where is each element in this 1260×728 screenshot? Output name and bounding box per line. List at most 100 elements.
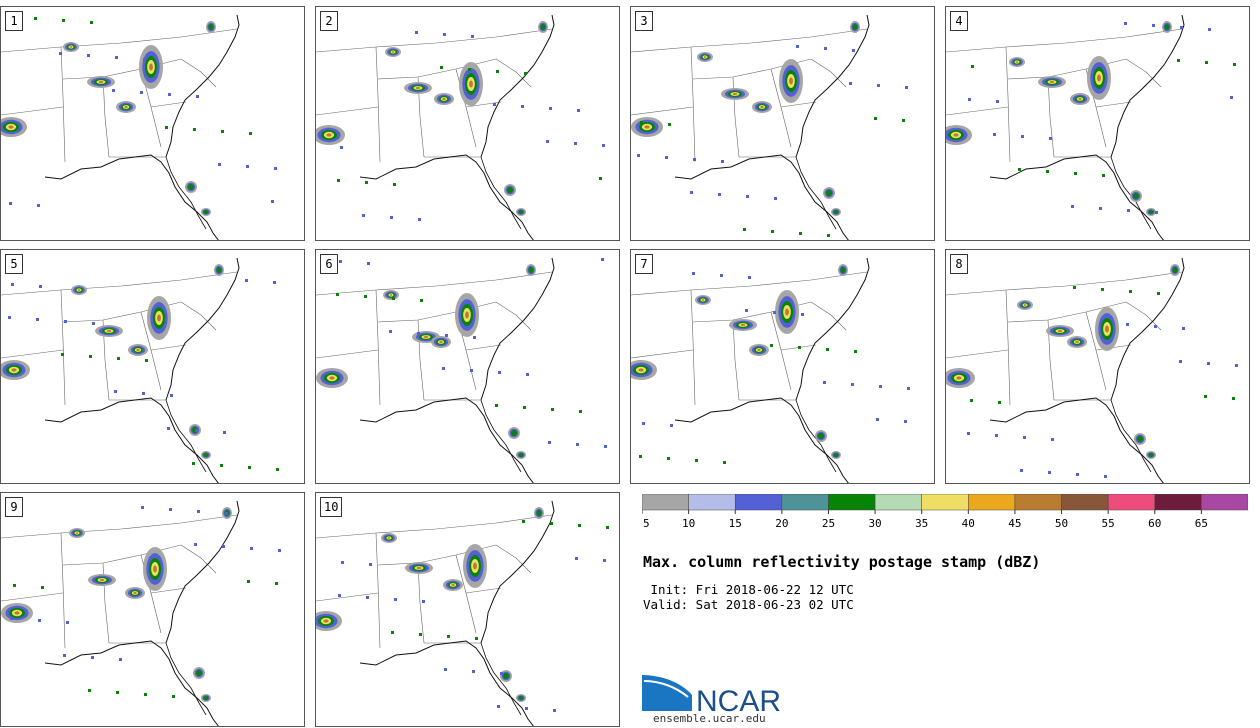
colorbar-tick-label: 15 (729, 517, 742, 530)
scattered-echo (1073, 286, 1076, 289)
scattered-echo (445, 334, 448, 337)
scattered-echo (497, 705, 500, 708)
scattered-echo (796, 45, 799, 48)
scattered-echo (220, 464, 223, 467)
state-border (732, 319, 740, 401)
reflectivity-45dbz (136, 349, 140, 351)
scattered-echo (774, 197, 777, 200)
state-border (150, 101, 187, 108)
scattered-echo (1048, 471, 1051, 474)
reflectivity-45dbz (157, 314, 161, 322)
state-border (946, 271, 1183, 296)
colorbar-tick-label: 60 (1148, 517, 1161, 530)
reflectivity-cell (749, 344, 769, 356)
scattered-echo (546, 140, 549, 143)
member-map (946, 257, 1238, 483)
scattered-echo (8, 316, 11, 319)
state-border (810, 58, 847, 88)
logo-swoosh (642, 675, 692, 711)
florida-coastline (165, 399, 207, 473)
scattered-echo (274, 167, 277, 170)
reflectivity-25dbz (518, 696, 524, 700)
state-border (60, 532, 66, 649)
scattered-echo (339, 260, 342, 263)
member-panel: 9 (0, 492, 305, 727)
scattered-echo (521, 105, 524, 108)
colorbar-segment (781, 494, 829, 511)
reflectivity-45dbz (416, 567, 422, 569)
reflectivity-cell (463, 544, 487, 588)
member-number-label: 1 (5, 11, 23, 31)
scattered-echo (852, 49, 855, 52)
scattered-echo (1157, 292, 1160, 295)
reflectivity-cell (534, 507, 544, 519)
state-border (60, 46, 66, 163)
reflectivity-25dbz (540, 24, 546, 30)
scattered-echo (824, 47, 827, 50)
scattered-echo (854, 350, 857, 353)
reflectivity-45dbz (387, 537, 391, 539)
scattered-echo (91, 656, 94, 659)
member-number-label: 9 (5, 497, 23, 517)
scattered-echo (444, 668, 447, 671)
scattered-echo (574, 142, 577, 145)
state-border (60, 289, 66, 406)
scattered-echo (849, 82, 852, 85)
reflectivity-25dbz (833, 210, 839, 214)
scattered-echo (1102, 174, 1105, 177)
reflectivity-cell (455, 293, 479, 337)
scattered-echo (391, 631, 394, 634)
state-border (1007, 301, 1127, 323)
scattered-echo (823, 381, 826, 384)
init-time: Init: Fri 2018-06-22 12 UTC (643, 582, 854, 597)
scattered-echo (470, 369, 473, 372)
reflectivity-cell (697, 52, 713, 62)
scattered-echo (365, 181, 368, 184)
florida-coastline (1110, 156, 1152, 230)
reflectivity-45dbz (391, 51, 395, 53)
scattered-echo (968, 98, 971, 101)
reflectivity-cell (214, 264, 224, 276)
scattered-echo (639, 455, 642, 458)
state-border (495, 544, 532, 574)
colorbar-segment (1014, 494, 1062, 511)
scattered-echo (275, 582, 278, 585)
scattered-echo (367, 262, 370, 265)
member-panel: 8 (945, 249, 1250, 484)
scattered-echo (36, 318, 39, 321)
member-panel: 2 (315, 6, 620, 241)
gulf-coastline (44, 640, 219, 726)
reflectivity-cell (1070, 93, 1090, 105)
scattered-echo (525, 707, 528, 710)
scattered-echo (422, 600, 425, 603)
scattered-echo (1018, 168, 1021, 171)
florida-coastline (480, 642, 522, 716)
state-border (631, 28, 868, 53)
scattered-echo (471, 35, 474, 38)
reflectivity-25dbz (518, 453, 524, 457)
reflectivity-cell (500, 670, 512, 682)
state-border (1, 514, 238, 539)
state-border (316, 271, 553, 296)
reflectivity-45dbz (124, 106, 128, 108)
scattered-echo (606, 526, 609, 529)
state-border (1, 106, 64, 116)
reflectivity-cell (1046, 325, 1074, 337)
member-map (631, 14, 908, 240)
scattered-echo (37, 204, 40, 207)
atlantic-coastline (480, 257, 555, 401)
scattered-echo (218, 163, 221, 166)
scattered-echo (61, 353, 64, 356)
reflectivity-cell (850, 21, 860, 33)
gulf-coastline (44, 154, 219, 240)
reflectivity-45dbz (99, 579, 105, 581)
scattered-echo (1182, 327, 1185, 330)
scattered-echo (1051, 438, 1054, 441)
state-border (316, 28, 553, 53)
scattered-echo (826, 348, 829, 351)
member-number-label: 10 (320, 497, 343, 517)
reflectivity-cell (434, 93, 454, 105)
reflectivity-45dbz (789, 77, 793, 85)
reflectivity-25dbz (503, 673, 509, 679)
state-border (465, 587, 502, 594)
